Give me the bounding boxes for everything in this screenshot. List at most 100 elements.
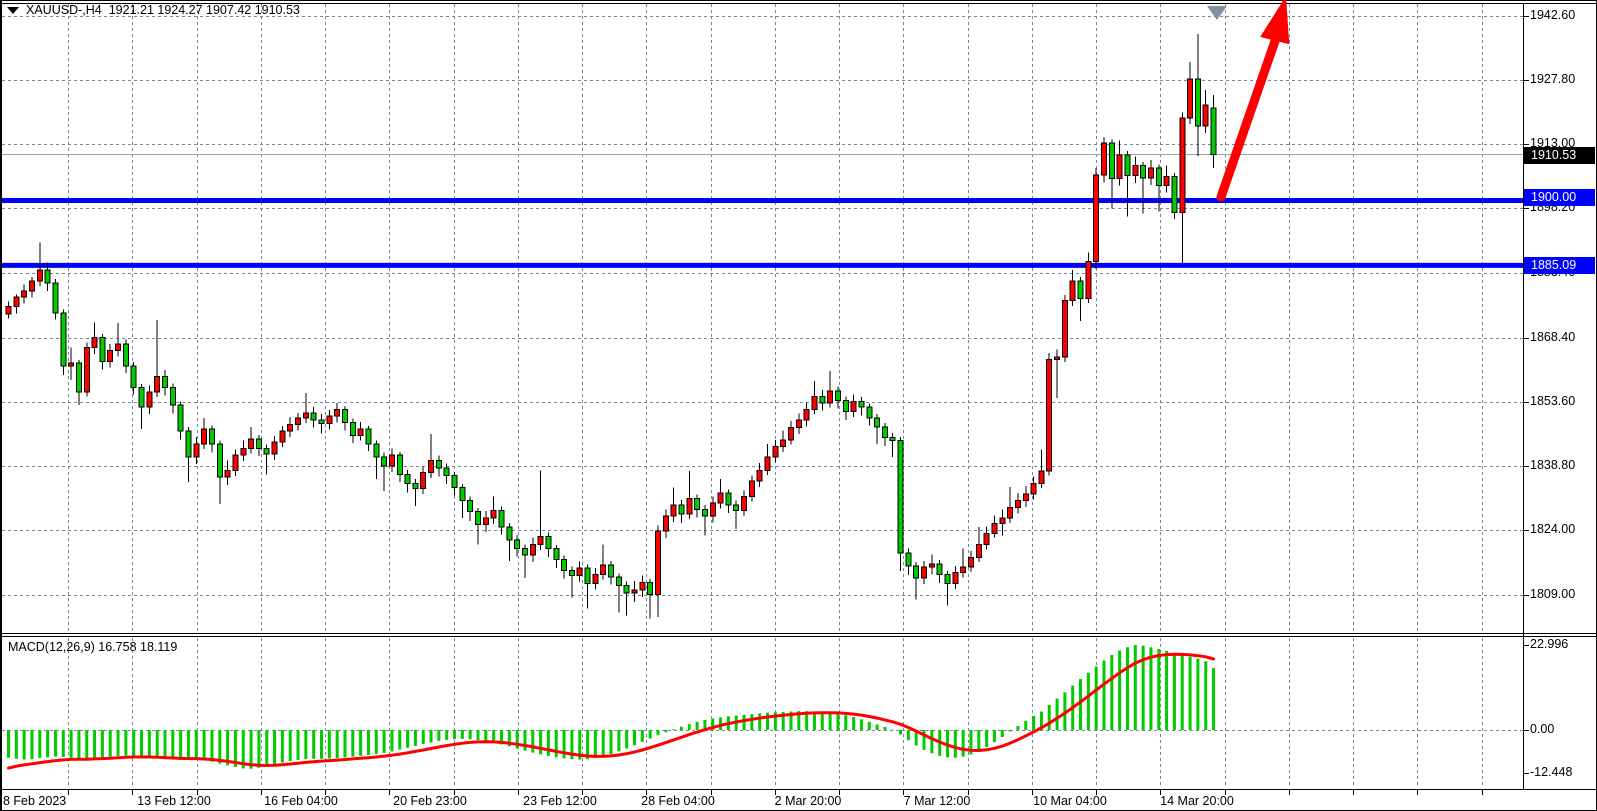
price-badge[interactable]: 1910.53 xyxy=(1524,147,1595,164)
candle-body xyxy=(694,498,701,510)
time-axis-label: 14 Mar 20:00 xyxy=(1160,794,1234,808)
macd-axis-label: 0.00 xyxy=(1530,722,1555,736)
macd-axis-label: 22.996 xyxy=(1530,637,1569,651)
candle-body xyxy=(1069,280,1076,302)
ohlc-values-label: 1921.21 1924.27 1907.42 1910.53 xyxy=(108,3,300,17)
candle-body xyxy=(1171,176,1178,214)
candle-body xyxy=(224,469,231,478)
candle-body xyxy=(216,443,223,478)
price-axis-label: 1868.40 xyxy=(1530,330,1576,344)
trend-arrow-head[interactable] xyxy=(1260,0,1290,45)
candle-body xyxy=(709,502,716,517)
candle-body xyxy=(521,548,528,556)
candle-body xyxy=(1155,167,1162,186)
candle-body xyxy=(741,495,748,511)
macd-signal-line xyxy=(7,652,1216,770)
candle-body xyxy=(1194,78,1201,127)
candle-body xyxy=(1179,117,1186,214)
candle-body xyxy=(850,401,857,413)
candle-body xyxy=(639,582,646,591)
candle-body xyxy=(827,390,834,404)
candle-body xyxy=(584,567,591,584)
candle-body xyxy=(177,404,184,432)
candle-body xyxy=(1038,470,1045,484)
candle-body xyxy=(788,427,794,441)
down-triangle-marker-icon[interactable] xyxy=(1207,6,1227,20)
time-axis-label: 8 Feb 2023 xyxy=(3,794,67,808)
candle-body xyxy=(498,509,505,528)
candle-body xyxy=(412,482,419,490)
candle-body xyxy=(435,460,442,469)
candle-body xyxy=(5,306,12,315)
candle-body xyxy=(858,401,865,408)
candle-body xyxy=(811,395,818,410)
candle-body xyxy=(91,337,98,349)
candle-body xyxy=(514,539,521,550)
candle-body xyxy=(866,406,873,419)
candle-body xyxy=(138,387,145,408)
candle-body xyxy=(725,492,732,506)
candle-body xyxy=(834,390,841,402)
candle-body xyxy=(240,448,247,456)
candle-body xyxy=(662,515,669,532)
candle-body xyxy=(921,566,928,579)
price-axis-label: 1809.00 xyxy=(1530,587,1576,601)
candle-body xyxy=(1140,165,1147,179)
candle-body xyxy=(568,569,575,577)
candle-body xyxy=(107,350,114,362)
candle-body xyxy=(482,517,489,526)
candle-body xyxy=(475,511,481,526)
price-axis-label: 1853.60 xyxy=(1530,394,1576,408)
candle-body xyxy=(1046,358,1053,472)
candle-body xyxy=(1132,165,1139,176)
candle-body xyxy=(952,572,959,584)
candle-body xyxy=(881,426,888,439)
macd-axis-label: -12.448 xyxy=(1530,765,1573,779)
time-axis-label: 28 Feb 04:00 xyxy=(641,794,715,808)
trend-arrow-shaft[interactable] xyxy=(1216,36,1280,202)
candle-body xyxy=(717,492,724,504)
candle-body xyxy=(467,500,474,513)
candle-body xyxy=(365,428,372,445)
candle-body xyxy=(1030,482,1037,495)
chart-title: XAUUSD-,H4 1921.21 1924.27 1907.42 1910.… xyxy=(7,3,300,17)
candle-body xyxy=(631,589,638,594)
candle-body xyxy=(748,480,755,497)
candle-body xyxy=(255,438,262,450)
candle-body xyxy=(318,419,325,424)
candle-body xyxy=(615,576,622,587)
candle-body xyxy=(999,517,1006,524)
candle-body xyxy=(52,282,59,314)
candle-body xyxy=(1022,493,1029,502)
price-badge[interactable]: 1900.00 xyxy=(1524,189,1595,206)
candle-body xyxy=(1054,356,1061,360)
candle-body xyxy=(592,574,599,584)
candle-body xyxy=(68,362,75,367)
candle-body xyxy=(115,343,122,352)
time-axis-label: 7 Mar 12:00 xyxy=(903,794,971,808)
candle-body xyxy=(341,408,348,423)
candle-body xyxy=(459,487,466,502)
candle-body xyxy=(1077,280,1084,299)
price-badge[interactable]: 1885.09 xyxy=(1524,257,1595,274)
time-axis-label: 13 Feb 12:00 xyxy=(137,794,211,808)
candle-body xyxy=(36,269,43,282)
candle-body xyxy=(529,543,536,556)
candle-body xyxy=(991,522,998,534)
collapse-triangle-icon[interactable] xyxy=(7,6,19,14)
candle-body xyxy=(944,574,951,584)
candle-body xyxy=(608,564,615,578)
candle-body xyxy=(506,526,513,541)
candle-body xyxy=(420,471,427,490)
candle-body xyxy=(819,395,826,404)
candle-body xyxy=(193,443,200,458)
candle-body xyxy=(936,563,943,576)
macd-indicator-label: MACD(12,26,9) 16.758 18.119 xyxy=(8,640,178,654)
candle-body xyxy=(1061,300,1068,358)
price-axis-label: 1927.80 xyxy=(1530,72,1576,86)
candle-body xyxy=(271,441,278,455)
candle-body xyxy=(975,543,982,558)
candle-body xyxy=(248,438,255,450)
